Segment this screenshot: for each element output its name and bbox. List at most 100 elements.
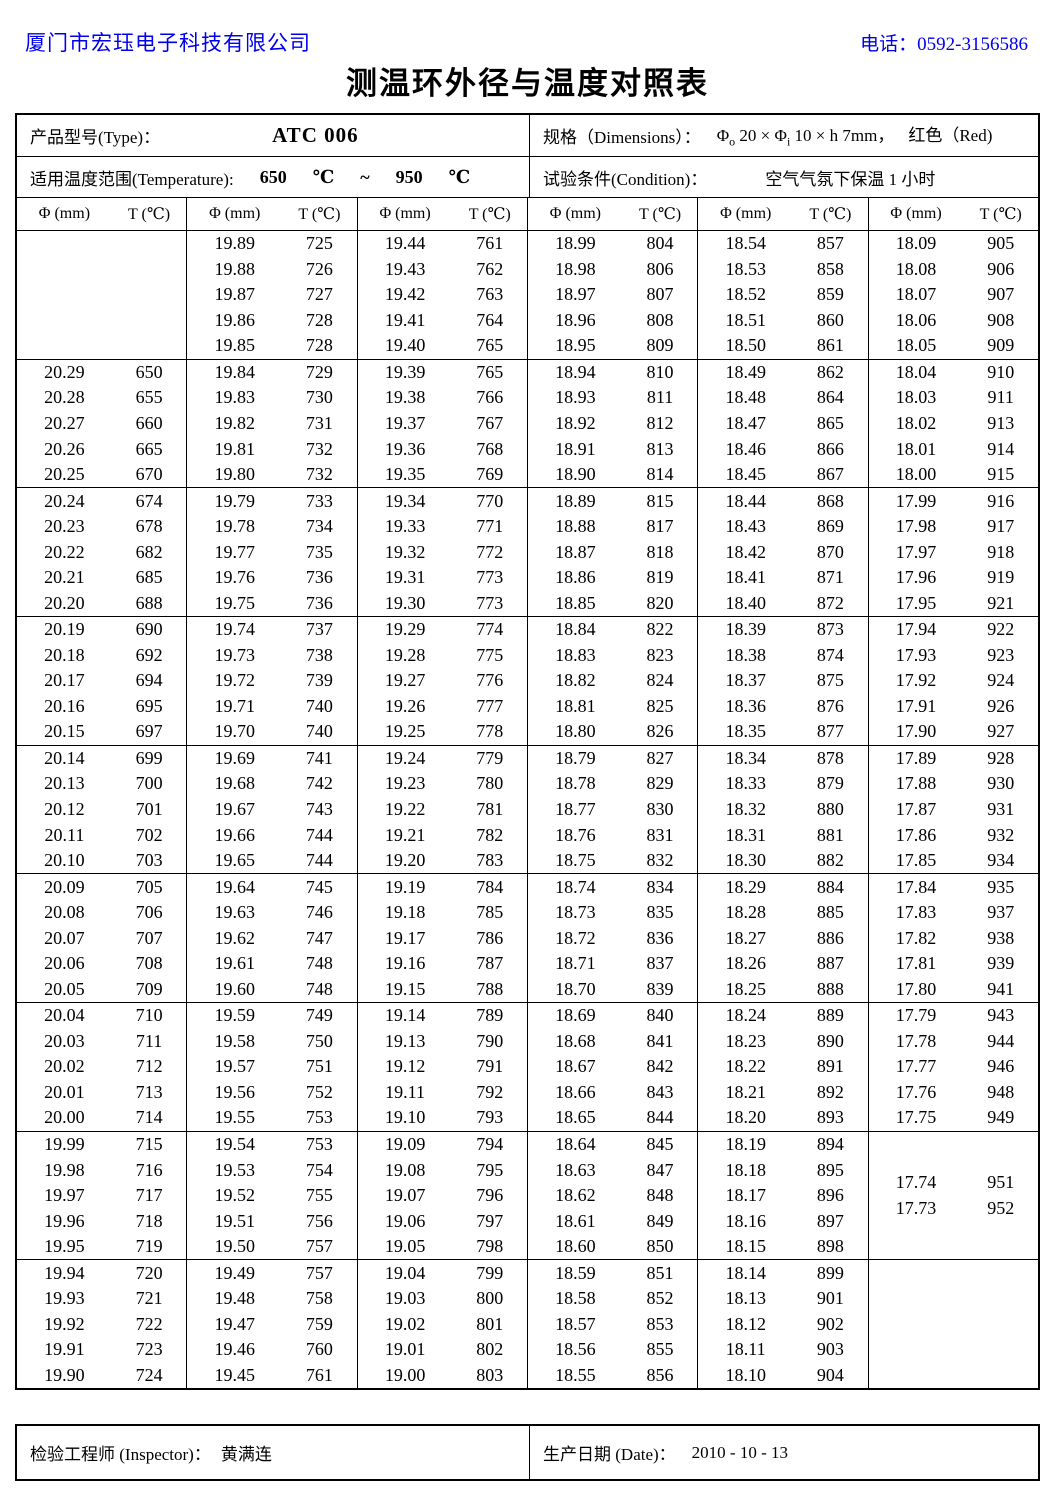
- phi-value: 19.46: [214, 1339, 255, 1360]
- phi-value: 19.24: [384, 747, 426, 768]
- table-group: 20.14 699 20.13 700 20.12 701 20.11 702 20.10 703: [17, 744, 187, 874]
- phi-value: 18.05: [895, 335, 937, 356]
- table-group: 19.39 765 19.38 766 19.37 767 19.36 768 19.35 769: [357, 358, 527, 488]
- t-value: 710: [135, 1005, 163, 1026]
- phi-value: 18.24: [725, 1005, 766, 1026]
- product-type-value: ATC 006: [272, 123, 359, 147]
- table-row: 19.55 753: [187, 1105, 356, 1131]
- t-value: 898: [816, 1236, 844, 1257]
- column-groups: 18.54 857 18.53 858 18.52 859 18.51 860 18.50 861…: [698, 230, 868, 1388]
- phi-value: 18.35: [725, 721, 766, 742]
- t-value: 803: [476, 1364, 504, 1385]
- t-value: 845: [646, 1133, 674, 1154]
- phi-value: 19.97: [44, 1185, 85, 1206]
- phi-value: 20.27: [44, 413, 85, 433]
- table-group: 18.99 804 18.98 806 18.97 807 18.96 808 18.95 809: [527, 230, 698, 359]
- table-row: 18.08 906: [869, 257, 1038, 283]
- t-value: 836: [646, 927, 674, 948]
- temperature-range-cell: 适用温度范围(Temperature): 650 ℃ ~950 ℃: [17, 157, 530, 197]
- table-group: 18.59 851 18.58 852 18.57 853 18.56 855 18.55 856: [527, 1259, 698, 1388]
- phi-value: 19.65: [214, 850, 255, 871]
- phi-value: 19.43: [384, 258, 426, 279]
- table-row: 19.99 715: [17, 1132, 186, 1158]
- t-value: 797: [476, 1210, 504, 1231]
- t-column-header: T (℃): [128, 206, 171, 223]
- t-value: 926: [987, 695, 1015, 716]
- phi-value: 19.23: [384, 773, 426, 794]
- phi-value: 18.48: [725, 387, 766, 408]
- phi-value: 18.13: [725, 1288, 766, 1309]
- product-type-cell: 产品型号(Type)： ATC 006: [17, 115, 530, 156]
- table-row: 20.24 674: [17, 488, 186, 514]
- phi-value: 19.55: [214, 1107, 255, 1128]
- phi-value: 18.34: [725, 747, 766, 768]
- t-value: 744: [305, 824, 333, 845]
- table-row: 18.43 869: [698, 514, 867, 540]
- t-value: 713: [135, 1081, 163, 1102]
- condition-cell: 试验条件(Condition)： 空气气氛下保温 1 小时: [530, 157, 1038, 197]
- phi-outer-symbol: Φ: [716, 126, 730, 146]
- t-value: 799: [476, 1262, 504, 1283]
- table-row: 18.87 818: [528, 539, 697, 565]
- table-row: 18.84 822: [528, 617, 697, 643]
- table-row: 20.21 685: [17, 565, 186, 591]
- t-value: 786: [476, 927, 504, 948]
- table-row: 19.45 761: [187, 1363, 356, 1389]
- table-row: 19.88 726: [187, 257, 356, 283]
- t-value: 951: [987, 1172, 1015, 1193]
- table-row: 19.89 725: [187, 231, 356, 257]
- table-row: 19.47 759: [187, 1311, 356, 1337]
- table-row: 20.03 711: [17, 1029, 186, 1055]
- column-header: Φ (mm) T (℃): [17, 198, 186, 230]
- phi-value: 19.78: [214, 516, 255, 537]
- table-row: 19.13 790: [358, 1029, 527, 1055]
- table-group: 19.24 779 19.23 780 19.22 781 19.21 782 19.20 783: [357, 744, 527, 874]
- table-group: 18.54 857 18.53 858 18.52 859 18.51 860 18.50 861: [698, 230, 868, 359]
- t-value: 864: [816, 387, 844, 408]
- phi-column-header: Φ (mm): [38, 205, 91, 222]
- phi-value: 17.94: [895, 619, 937, 640]
- t-value: 708: [135, 953, 163, 974]
- table-row: 18.09 905: [869, 231, 1038, 257]
- table-group: 20.29 650 20.28 655 20.27 660 20.26 665 20.25 670: [17, 358, 187, 488]
- table-row: 18.21 892: [698, 1080, 867, 1106]
- table-row: 19.86 728: [187, 308, 356, 334]
- table-row: 19.14 789: [358, 1003, 527, 1029]
- column-groups: 20.29 650 20.28 655 20.27 660 20.26 665 20.25 670…: [17, 230, 187, 1388]
- t-value: 699: [135, 747, 163, 768]
- table-row: 18.41 871: [698, 565, 867, 591]
- table-row: 20.11 702: [17, 822, 186, 848]
- t-value: 800: [476, 1288, 504, 1309]
- t-value: 889: [816, 1005, 844, 1026]
- phi-value: 19.17: [384, 927, 426, 948]
- table-group: 17.79 943 17.78 944 17.77 946 17.76 948 17.75 949: [868, 1002, 1038, 1131]
- t-value: 930: [987, 773, 1015, 794]
- t-value: 952: [987, 1197, 1015, 1218]
- table-row: 19.62 747: [187, 925, 356, 951]
- phi-value: 19.88: [214, 258, 255, 279]
- table-row: 19.50 757: [187, 1234, 356, 1260]
- table-group: 18.04 910 18.03 911 18.02 913 18.01 914 18.00 915: [868, 358, 1038, 488]
- table-row: 19.60 748: [187, 976, 356, 1002]
- company-name: 厦门市宏珏电子科技有限公司: [25, 31, 311, 55]
- ring-color-value: 红色（Red): [908, 126, 993, 146]
- table-row: 18.66 843: [528, 1080, 697, 1106]
- range-tilde: ~: [360, 166, 370, 187]
- table-row: 17.95 921: [869, 590, 1038, 616]
- page-title: 测温环外径与温度对照表: [346, 66, 709, 101]
- table-row: 19.19 784: [358, 874, 527, 900]
- t-value: 721: [135, 1288, 163, 1309]
- phi-value: 17.85: [895, 850, 937, 871]
- phi-value: 18.55: [555, 1364, 596, 1385]
- table-row: 18.80 826: [528, 719, 697, 745]
- table-row: 19.09 794: [358, 1132, 527, 1158]
- phi-value: 19.86: [214, 309, 255, 330]
- table-row: 19.58 750: [187, 1029, 356, 1055]
- phi-value: 20.24: [44, 490, 85, 511]
- phi-value: 19.32: [384, 541, 426, 562]
- dimensions-label: 规格（Dimensions）：: [543, 128, 701, 147]
- phi-value: 17.92: [895, 670, 937, 691]
- table-row: 19.40 765: [358, 333, 527, 359]
- table-row: 18.49 862: [698, 360, 867, 386]
- phi-value: 18.22: [725, 1056, 766, 1077]
